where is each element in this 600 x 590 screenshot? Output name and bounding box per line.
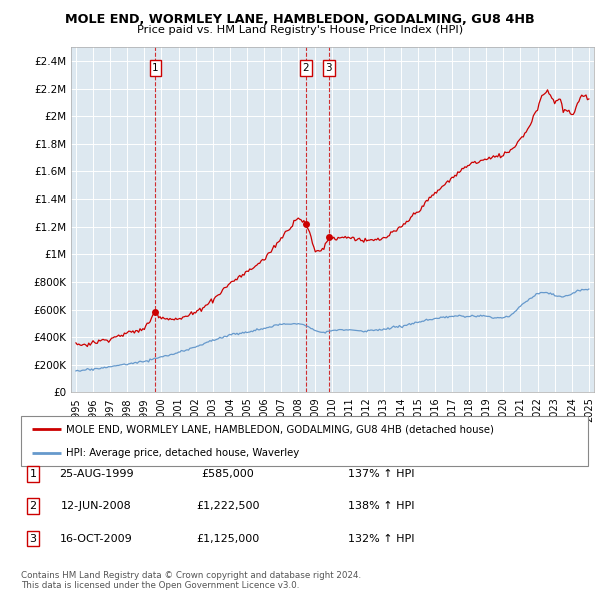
Text: 1: 1 <box>29 469 37 478</box>
Text: £1,222,500: £1,222,500 <box>196 502 260 511</box>
FancyBboxPatch shape <box>21 416 588 466</box>
Text: 3: 3 <box>325 63 332 73</box>
Text: Contains HM Land Registry data © Crown copyright and database right 2024.: Contains HM Land Registry data © Crown c… <box>21 571 361 579</box>
Text: 16-OCT-2009: 16-OCT-2009 <box>59 534 133 543</box>
Text: 1: 1 <box>152 63 159 73</box>
Text: 138% ↑ HPI: 138% ↑ HPI <box>348 502 415 511</box>
Text: HPI: Average price, detached house, Waverley: HPI: Average price, detached house, Wave… <box>67 448 299 458</box>
Text: MOLE END, WORMLEY LANE, HAMBLEDON, GODALMING, GU8 4HB: MOLE END, WORMLEY LANE, HAMBLEDON, GODAL… <box>65 13 535 26</box>
Text: This data is licensed under the Open Government Licence v3.0.: This data is licensed under the Open Gov… <box>21 581 299 589</box>
Text: 2: 2 <box>29 502 37 511</box>
Text: 137% ↑ HPI: 137% ↑ HPI <box>348 469 415 478</box>
Text: £585,000: £585,000 <box>202 469 254 478</box>
Text: 132% ↑ HPI: 132% ↑ HPI <box>348 534 415 543</box>
Text: £1,125,000: £1,125,000 <box>196 534 260 543</box>
Text: 3: 3 <box>29 534 37 543</box>
Text: MOLE END, WORMLEY LANE, HAMBLEDON, GODALMING, GU8 4HB (detached house): MOLE END, WORMLEY LANE, HAMBLEDON, GODAL… <box>67 424 494 434</box>
Text: 2: 2 <box>302 63 309 73</box>
Text: 25-AUG-1999: 25-AUG-1999 <box>59 469 133 478</box>
Text: Price paid vs. HM Land Registry's House Price Index (HPI): Price paid vs. HM Land Registry's House … <box>137 25 463 35</box>
Text: 12-JUN-2008: 12-JUN-2008 <box>61 502 131 511</box>
